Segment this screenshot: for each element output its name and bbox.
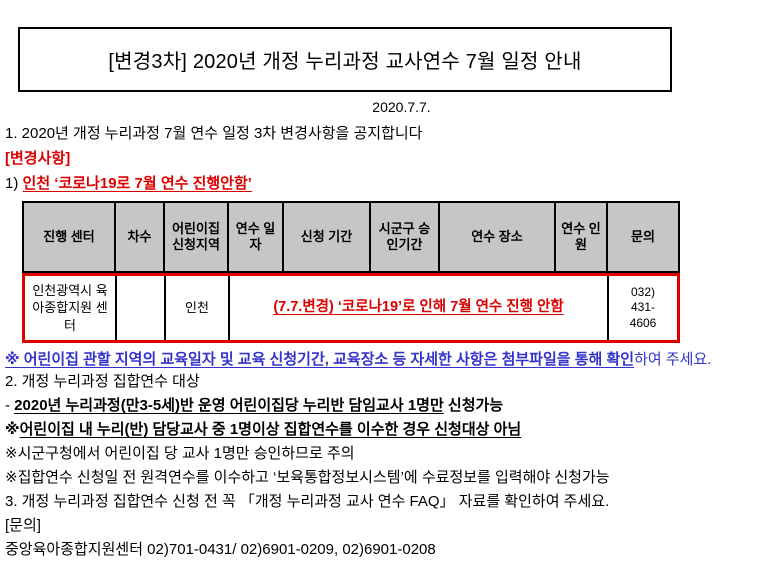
col-header-round: 차수: [116, 203, 165, 271]
change-item-number: 1): [5, 175, 23, 192]
section3-line: 3. 개정 누리과정 집합연수 신청 전 꼭 「개정 누리과정 교사 연수 FA…: [5, 493, 610, 510]
document-title: [변경3차] 2020년 개정 누리과정 교사연수 7월 일정 안내: [108, 51, 582, 73]
target-line-dash: -: [5, 397, 15, 414]
change-item-text: 인천 ‘코로나19로 7월 연수 진행안함’: [22, 175, 252, 192]
attachment-note-tail: 하여 주세요.: [634, 351, 712, 368]
note1-marker: ※: [5, 421, 20, 438]
cell-round: [117, 276, 166, 340]
col-header-region: 어린이집 신청지역: [165, 203, 229, 271]
schedule-table: 진행 센터 차수 어린이집 신청지역 연수 일자 신청 기간 시군구 승인기간 …: [22, 201, 680, 343]
col-header-approve-period: 시군구 승인기간: [371, 203, 440, 271]
document-date: 2020.7.7.: [372, 99, 431, 115]
table-row: 인천광역시 육아종합지원 센터 인천 (7.7.변경) ‘코로나19’로 인해 …: [22, 273, 680, 343]
col-header-contact: 문의: [631, 229, 655, 245]
col-header-capacity: 연수 인원: [556, 203, 608, 271]
col-header-place: 연수 장소: [440, 203, 556, 271]
target-line: - 2020년 누리과정(만3-5세)반 운영 어린이집당 누리반 담임교사 1…: [5, 394, 759, 418]
change-item-line: 1) 인천 ‘코로나19로 7월 연수 진행안함’: [5, 174, 759, 194]
col-header-center: 진행 센터: [24, 203, 116, 271]
note1-underlined: 어린이집 내 누리(반) 담당교사 중 1명이상 집합연수를 이수한 경우 신청…: [19, 421, 522, 438]
target-line-underlined: 2020년 누리과정(만3-5세)반 운영 어린이집당 누리반 담임교사 1명만: [14, 397, 444, 414]
document-title-box: [변경3차] 2020년 개정 누리과정 교사연수 7월 일정 안내: [18, 27, 672, 92]
body-text-block: 2. 개정 누리과정 집합연수 대상 - 2020년 누리과정(만3-5세)반 …: [0, 370, 759, 562]
cancellation-notice-text: (7.7.변경) ‘코로나19’로 인해 7월 연수 진행 안함: [273, 299, 564, 316]
col-header-date: 연수 일자: [229, 203, 284, 271]
note2-line: ※시군구청에서 어린이집 당 교사 1명만 승인하므로 주의: [5, 445, 355, 462]
note3-line: ※집합연수 신청일 전 원격연수를 이수하고 ‘보육통합정보시스템’에 수료정보…: [5, 469, 610, 486]
intro-line: 1. 2020년 개정 누리과정 7월 연수 일정 3차 변경사항을 공지합니다: [5, 125, 423, 142]
schedule-table-header-row: 진행 센터 차수 어린이집 신청지역 연수 일자 신청 기간 시군구 승인기간 …: [22, 201, 680, 273]
inquiry-heading: [문의]: [5, 517, 41, 534]
cell-contact: 032) 431-4606: [629, 284, 657, 330]
cell-center: 인천광역시 육아종합지원 센터: [25, 276, 117, 340]
cell-cancellation-notice: (7.7.변경) ‘코로나19’로 인해 7월 연수 진행 안함: [230, 276, 609, 340]
note1-line: ※어린이집 내 누리(반) 담당교사 중 1명이상 집합연수를 이수한 경우 신…: [5, 418, 759, 442]
inquiry-contact: 중앙육아종합지원센터 02)701-0431/ 02)6901-0209, 02…: [5, 541, 436, 558]
attachment-note-line: ※ 어린이집 관할 지역의 교육일자 및 교육 신청기간, 교육장소 등 자세한…: [5, 350, 759, 370]
target-line-tail: 신청가능: [443, 397, 504, 414]
attachment-note-underlined: ※ 어린이집 관할 지역의 교육일자 및 교육 신청기간, 교육장소 등 자세한…: [5, 351, 635, 368]
section2-heading: 2. 개정 누리과정 집합연수 대상: [5, 373, 200, 390]
cell-region: 인천: [166, 276, 230, 340]
col-header-apply-period: 신청 기간: [284, 203, 371, 271]
change-section-heading: [변경사항]: [5, 150, 71, 167]
